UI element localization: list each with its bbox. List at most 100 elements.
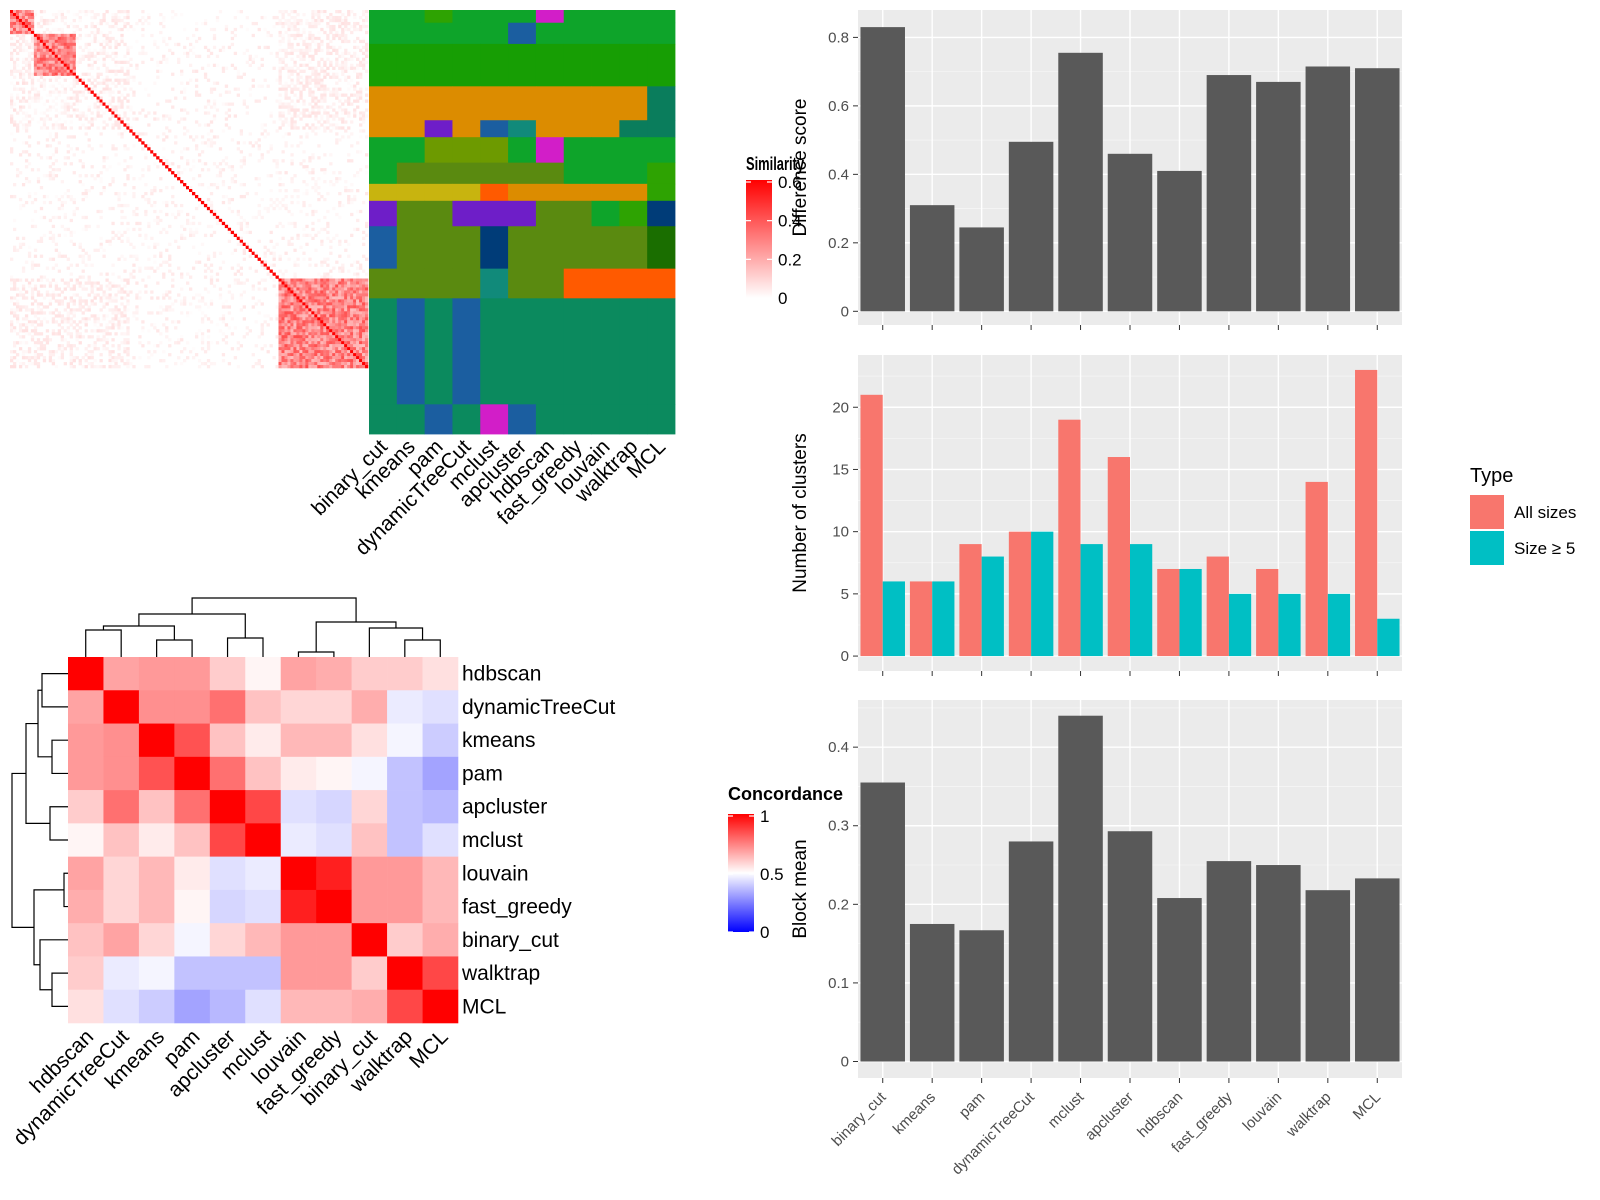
similarity-cell	[335, 362, 339, 366]
similarity-cell	[66, 281, 70, 285]
similarity-cell	[10, 18, 14, 23]
similarity-cell	[147, 365, 151, 369]
similarity-cell	[299, 54, 303, 59]
similarity-cell	[93, 329, 97, 333]
similarity-cell	[60, 54, 64, 59]
similarity-cell	[162, 18, 166, 23]
similarity-cell	[362, 329, 366, 333]
similarity-cell	[108, 362, 112, 366]
similarity-cell	[365, 317, 369, 321]
similarity-cell	[18, 87, 23, 91]
similarity-cell	[126, 278, 130, 282]
similarity-cell	[338, 302, 342, 306]
similarity-cell	[102, 45, 106, 50]
concordance-row-label: kmeans	[462, 729, 536, 752]
concordance-cell	[209, 756, 246, 791]
similarity-cell	[281, 293, 285, 297]
concordance-cell	[280, 657, 317, 691]
similarity-cell	[57, 27, 62, 32]
assignment-cell	[508, 10, 537, 24]
similarity-cell	[359, 341, 363, 345]
similarity-cell	[269, 144, 273, 148]
similarity-cell	[99, 329, 103, 333]
similarity-cell	[308, 335, 312, 339]
similarity-cell	[39, 341, 44, 345]
similarity-cell	[353, 344, 357, 348]
similarity-cell	[123, 314, 127, 318]
similarity-cell	[191, 177, 196, 181]
similarity-cell	[347, 21, 351, 26]
similarity-cell	[33, 12, 38, 17]
similarity-cell	[66, 84, 70, 88]
similarity-cell	[24, 177, 29, 181]
similarity-cell	[36, 51, 41, 56]
similarity-cell	[206, 141, 211, 145]
similarity-cell	[308, 287, 312, 291]
similarity-cell	[39, 254, 44, 258]
similarity-cell	[206, 197, 211, 202]
similarity-cell	[221, 221, 226, 226]
similarity-cell	[153, 344, 157, 348]
similarity-cell	[30, 329, 35, 333]
similarity-cell	[206, 186, 211, 190]
similarity-cell	[314, 356, 318, 360]
similarity-cell	[165, 305, 169, 309]
similarity-cell	[21, 269, 26, 273]
similarity-cell	[257, 362, 261, 366]
similarity-cell	[54, 102, 59, 106]
similarity-cell	[218, 171, 223, 175]
similarity-cell	[278, 320, 282, 324]
similarity-cell	[48, 165, 53, 169]
similarity-cell	[200, 317, 205, 321]
similarity-cell	[326, 302, 330, 306]
similarity-cell	[114, 78, 118, 82]
similarity-cell	[350, 212, 354, 217]
similarity-cell	[42, 66, 47, 70]
similarity-cell	[24, 350, 29, 354]
similarity-cell	[66, 332, 70, 336]
similarity-cell	[81, 191, 85, 196]
similarity-cell	[365, 15, 369, 20]
similarity-cell	[239, 227, 243, 232]
similarity-cell	[326, 66, 330, 70]
similarity-cell	[365, 27, 369, 32]
y-axis-label: Difference score	[790, 99, 811, 237]
similarity-cell	[30, 15, 35, 20]
similarity-cell	[275, 242, 279, 246]
similarity-cell	[60, 320, 64, 324]
similarity-cell	[305, 189, 309, 193]
similarity-cell	[233, 248, 238, 252]
similarity-cell	[347, 153, 351, 157]
similarity-cell	[162, 117, 166, 121]
similarity-cell	[99, 114, 103, 118]
similarity-cell	[114, 54, 118, 59]
similarity-cell	[338, 350, 342, 354]
similarity-cell	[329, 302, 333, 306]
similarity-cell	[21, 236, 26, 241]
similarity-cell	[18, 206, 23, 211]
similarity-cell	[359, 344, 363, 348]
similarity-cell	[359, 48, 363, 53]
similarity-cell	[341, 108, 345, 112]
similarity-cell	[87, 275, 91, 279]
similarity-cell	[54, 90, 59, 94]
similarity-cell	[299, 353, 303, 357]
similarity-cell	[150, 33, 154, 38]
similarity-cell	[66, 114, 70, 118]
similarity-cell	[332, 278, 336, 282]
similarity-cell	[153, 39, 157, 44]
similarity-cell	[102, 60, 106, 64]
similarity-cell	[72, 75, 76, 79]
similarity-cell	[335, 326, 339, 330]
similarity-cell	[51, 63, 56, 67]
similarity-cell	[335, 93, 339, 97]
similarity-cell	[230, 42, 235, 47]
similarity-cell	[266, 323, 270, 327]
similarity-cell	[42, 60, 47, 64]
assignment-cell	[369, 10, 398, 24]
similarity-cell	[290, 308, 294, 312]
similarity-cell	[114, 191, 118, 196]
similarity-cell	[156, 218, 160, 223]
similarity-cell	[33, 197, 38, 202]
similarity-cell	[278, 332, 282, 336]
